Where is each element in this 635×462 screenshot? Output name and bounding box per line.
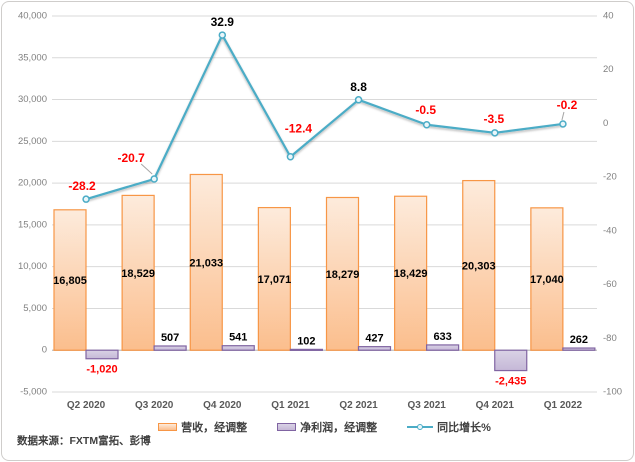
y-axis-right-tick: -100 <box>603 387 622 398</box>
revenue-bar <box>530 207 564 351</box>
yoy-growth-point <box>422 121 431 129</box>
yoy-growth-label: -3.5 <box>483 112 504 126</box>
yoy-growth-line <box>85 33 564 201</box>
yoy-growth-label: -0.2 <box>557 98 578 112</box>
legend-label-yoy-growth: 同比增长% <box>437 422 491 434</box>
y-axis-left-tick: 0 <box>42 345 47 356</box>
net-profit-bar-label: 633 <box>433 331 451 343</box>
y-axis-right-tick: -60 <box>603 279 617 290</box>
legend-item-net-profit: 净利润，经调整 <box>277 419 377 435</box>
y-axis-right-tick: -20 <box>603 172 617 183</box>
y-axis-left-tick: -5,000 <box>20 387 47 398</box>
revenue-bar-label: 16,805 <box>53 275 87 287</box>
revenue-swatch-icon <box>158 423 178 431</box>
net-profit-bar-label: 102 <box>297 335 315 347</box>
net-profit-bar <box>221 345 255 351</box>
x-axis-label: Q3 2020 <box>135 400 174 411</box>
net-profit-bar <box>494 349 528 372</box>
y-axis-left-tick: 40,000 <box>18 11 47 22</box>
net-profit-bar <box>562 347 596 351</box>
revenue-bar <box>394 195 428 351</box>
y-axis-right-tick: -40 <box>603 225 617 236</box>
revenue-bar-label: 21,033 <box>189 257 223 269</box>
yoy-growth-label: -12.4 <box>285 122 313 136</box>
legend-item-revenue: 营收，经调整 <box>158 419 247 435</box>
y-axis-left-tick: 35,000 <box>18 52 47 63</box>
yoy-growth-label: -0.5 <box>415 103 436 117</box>
net-profit-bar <box>426 344 460 351</box>
net-profit-bar-label: -1,020 <box>86 364 117 376</box>
net-profit-bar <box>289 348 323 351</box>
yoy-growth-point <box>218 31 227 39</box>
yoy-growth-point <box>82 195 90 203</box>
y-axis-left-tick: 30,000 <box>18 94 47 105</box>
yoy-growth-point <box>559 120 567 128</box>
y-axis-right-tick: 0 <box>603 118 608 129</box>
revenue-bar <box>121 194 155 351</box>
legend-label-net-profit: 净利润，经调整 <box>300 422 378 434</box>
legend-label-revenue: 营收，经调整 <box>181 422 248 434</box>
revenue-bar-label: 20,303 <box>462 260 496 272</box>
yoy-growth-label: -28.2 <box>68 179 96 193</box>
yoy-growth-label: 32.9 <box>211 15 235 29</box>
net-profit-bar-label: 262 <box>570 334 588 346</box>
net-profit-bar-label: 507 <box>161 332 179 344</box>
y-axis-left-tick: 20,000 <box>18 178 47 189</box>
yoy-growth-point <box>150 175 158 183</box>
x-axis-label: Q3 2021 <box>408 400 447 411</box>
x-axis-label: Q4 2020 <box>203 400 242 411</box>
y-axis-left-tick: 5,000 <box>23 303 47 314</box>
revenue-bar <box>189 173 223 351</box>
y-axis-right-tick: -80 <box>603 333 617 344</box>
label-leader-line <box>561 111 565 121</box>
revenue-bar-label: 18,279 <box>326 269 360 281</box>
yoy-growth-point <box>491 129 499 137</box>
revenue-bar <box>257 206 291 351</box>
yoy-line-swatch-icon <box>407 423 434 431</box>
revenue-bar <box>53 209 87 351</box>
revenue-bar-label: 18,429 <box>394 268 428 280</box>
x-axis-label: Q1 2021 <box>271 400 310 411</box>
y-axis-left-tick: 15,000 <box>18 219 47 230</box>
revenue-bar <box>325 196 360 351</box>
yoy-growth-point <box>354 96 363 104</box>
y-axis-left-tick: 25,000 <box>18 136 47 147</box>
revenue-bar-label: 17,071 <box>258 274 292 286</box>
y-axis-right-tick: 20 <box>603 64 614 75</box>
yoy-growth-point <box>286 152 295 161</box>
chart-legend: 营收，经调整 净利润，经调整 同比增长% <box>52 418 597 436</box>
net-profit-bar-label: -2,435 <box>495 376 526 388</box>
revenue-bar-label: 17,040 <box>530 274 564 286</box>
net-profit-bar <box>85 349 119 360</box>
revenue-bar-label: 18,529 <box>121 268 155 280</box>
source-note: 数据来源：FXTM富拓、彭博 <box>17 435 151 447</box>
yoy-growth-label: 8.8 <box>350 80 367 94</box>
x-axis-label: Q2 2020 <box>67 400 106 411</box>
net-profit-bar-label: 427 <box>365 333 383 345</box>
yoy-growth-label: -20.7 <box>118 151 146 165</box>
label-leader-line <box>140 163 153 175</box>
net-profit-swatch-icon <box>277 423 297 431</box>
revenue-bar <box>462 179 496 351</box>
y-axis-right-tick: 40 <box>603 11 614 22</box>
x-axis-label: Q2 2021 <box>339 400 378 411</box>
net-profit-bar <box>153 345 187 351</box>
net-profit-bar <box>357 346 392 351</box>
net-profit-bar-label: 541 <box>229 332 247 344</box>
y-axis-left-tick: 10,000 <box>18 261 47 272</box>
x-axis-label: Q1 2022 <box>544 400 583 411</box>
legend-item-yoy-growth: 同比增长% <box>407 419 491 435</box>
x-axis-label: Q4 2021 <box>476 400 515 411</box>
